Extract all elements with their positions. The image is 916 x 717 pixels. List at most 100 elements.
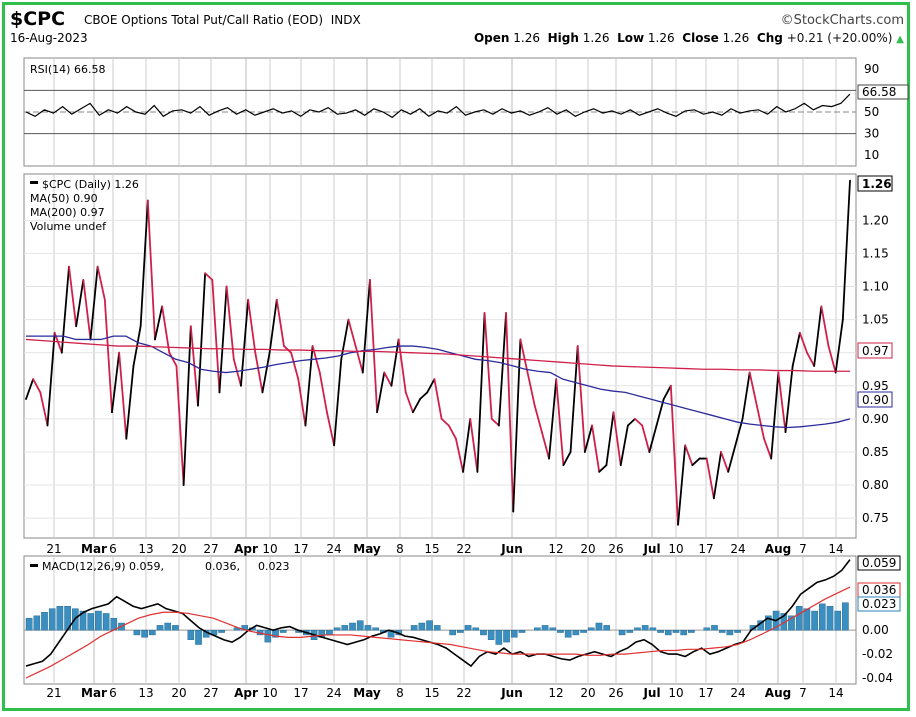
ma200-value-label: 0.97 [862, 344, 889, 358]
macd-histogram-bar [326, 629, 333, 636]
ohlc-summary: Open 1.26 High 1.26 Low 1.26 Close 1.26 … [474, 31, 904, 45]
price-segment [469, 417, 479, 473]
price-segment [103, 298, 113, 414]
price-segment [655, 398, 665, 427]
macd-histogram-bar [510, 629, 518, 638]
price-segment [820, 305, 830, 347]
price-segment [268, 298, 278, 354]
price-segment [684, 444, 694, 467]
price-segment [591, 424, 601, 473]
macd-histogram-bar [726, 629, 734, 636]
price-segment [261, 351, 271, 394]
macd-x-tick-label: 15 [424, 686, 439, 700]
macd-histogram-bar [503, 629, 510, 643]
price-segment [827, 345, 837, 374]
macd-histogram-bar [818, 603, 826, 631]
price-tick-label: 1.20 [862, 213, 889, 227]
price-x-tick-label: 12 [548, 542, 563, 556]
low-value: 1.26 [647, 31, 675, 45]
price-segment [254, 351, 264, 394]
price-segment [25, 378, 35, 400]
price-segment [669, 384, 679, 526]
price-segment [612, 411, 622, 467]
price-tick-label: 0.95 [862, 379, 889, 393]
macd-tick-label: -0.04 [862, 671, 893, 685]
macd-x-tick-label: 17 [698, 686, 713, 700]
macd-x-tick-label: 7 [799, 686, 807, 700]
macd-histogram-bar [149, 629, 156, 636]
price-x-tick-label: Jun [500, 542, 523, 556]
price-segment [841, 179, 851, 321]
price-segment [146, 199, 156, 341]
price-segment [583, 424, 593, 453]
price-segment [60, 265, 70, 354]
macd-x-tick-label: 12 [548, 686, 563, 700]
price-tick-label: 1.15 [862, 246, 889, 260]
price-segment [75, 278, 85, 328]
price-segment [333, 358, 343, 447]
price-segment [168, 351, 178, 367]
macd-histogram-bar [734, 629, 741, 633]
macd-histogram-bar [48, 608, 56, 631]
macd-histogram-bar [364, 625, 372, 631]
brand-logo: ©StockCharts.com [780, 13, 904, 28]
price-segment [483, 312, 493, 420]
macd-histogram-bar [641, 625, 649, 631]
price-segment [519, 338, 529, 374]
macd-x-tick-label: 24 [730, 686, 745, 700]
exchange-text: INDX [330, 13, 361, 27]
macd-x-tick-label: 6 [109, 686, 117, 700]
macd-histogram-bar [410, 625, 418, 631]
price-segment [505, 312, 515, 513]
price-segment [297, 378, 307, 427]
price-panel [23, 173, 857, 539]
macd-histogram-bar [765, 615, 772, 631]
macd-histogram-bar [87, 613, 95, 631]
description-text: CBOE Options Total Put/Call Ratio (EOD) [84, 13, 324, 27]
price-segment [813, 305, 823, 367]
price-tick-label: 0.80 [862, 478, 889, 492]
macd-histogram-bar [372, 627, 379, 631]
price-segment [175, 365, 185, 486]
macd-histogram-bar [657, 629, 664, 633]
price-x-tick-label: 15 [424, 542, 439, 556]
macd-histogram-bar [634, 627, 641, 631]
signal-legend: 0.036, [205, 560, 240, 573]
price-segment [397, 338, 407, 394]
price-segment [361, 278, 371, 374]
macd-histogram-bar [518, 629, 526, 633]
price-x-tick-label: 6 [109, 542, 117, 556]
rsi-tick-label: 90 [864, 62, 879, 76]
price-segment [68, 265, 78, 328]
macd-histogram-bar [557, 629, 564, 633]
macd-legend: MACD(12,26,9) 0.059, [42, 560, 164, 573]
macd-value-box [857, 555, 901, 571]
price-x-tick-label: Apr [234, 542, 258, 556]
volume-legend: Volume undef [30, 220, 107, 233]
price-x-tick-label: 8 [396, 542, 404, 556]
macd-x-tick-label: 20 [580, 686, 595, 700]
macd-histogram-bar [572, 629, 580, 636]
open-value: 1.26 [513, 31, 540, 45]
macd-histogram-bar [164, 622, 172, 631]
macd-histogram-bar [549, 627, 557, 631]
macd-histogram-bar [279, 629, 287, 633]
price-x-tick-label: 27 [203, 542, 218, 556]
price-segment [182, 325, 192, 486]
macd-panel [23, 555, 857, 685]
price-segment [218, 285, 228, 394]
macd-histogram-bar [811, 610, 818, 631]
macd-x-tick-label: 10 [668, 686, 683, 700]
price-segment [741, 371, 751, 420]
price-x-tick-label: May [353, 542, 381, 556]
price-segment [540, 431, 550, 460]
macd-histogram-bar [842, 602, 849, 631]
price-segment [677, 444, 687, 526]
macd-x-tick-label: 21 [46, 686, 61, 700]
chg-value: +0.21 (+20.00%) [786, 31, 893, 45]
price-tick-label: 1.05 [862, 313, 889, 327]
macd-histogram-bar [433, 625, 441, 631]
price-segment [777, 371, 787, 434]
price-segment [533, 404, 543, 434]
